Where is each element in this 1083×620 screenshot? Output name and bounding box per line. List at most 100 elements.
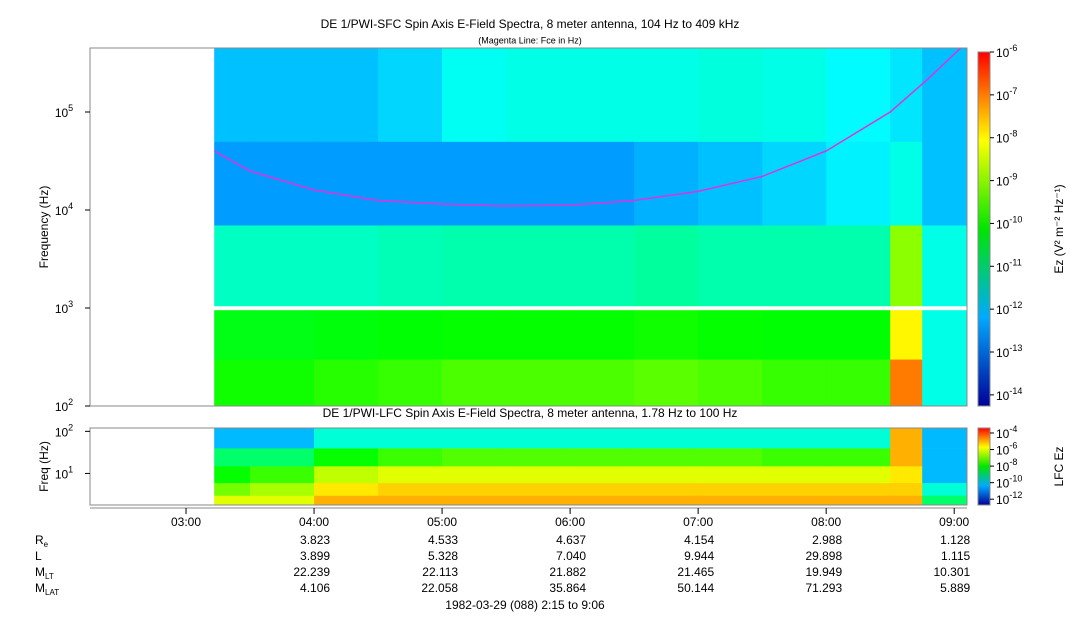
cell	[698, 495, 763, 505]
cell	[698, 466, 763, 484]
cell	[442, 448, 507, 467]
cell	[442, 495, 507, 505]
cell	[506, 141, 571, 226]
y-tick-label: 102	[55, 397, 73, 414]
cell	[762, 428, 827, 449]
cell	[378, 448, 443, 467]
cell	[314, 448, 379, 467]
y-tick-label-base: 10	[55, 106, 69, 120]
x-tick-label: 04:00	[299, 515, 329, 529]
x-tick-label: 06:00	[555, 515, 585, 529]
cell	[250, 225, 315, 307]
cell	[506, 428, 571, 449]
cell	[570, 428, 635, 449]
colorbar-tick-label-base: 10	[996, 427, 1010, 441]
cell	[570, 495, 635, 505]
cell	[506, 225, 571, 307]
ephemeris-value: 5.328	[428, 549, 458, 563]
colorbar-tick-label-power: -10	[1009, 474, 1022, 484]
cell	[250, 495, 315, 505]
y-tick-label-power: 5	[68, 103, 73, 113]
cell	[922, 428, 967, 449]
cell	[922, 141, 967, 226]
y-tick-label: 104	[55, 201, 73, 218]
cell	[570, 359, 635, 406]
cell	[922, 495, 967, 505]
colorbar-tick-label: 10-8	[996, 457, 1017, 474]
colorbar-tick-label-base: 10	[996, 460, 1010, 474]
y-tick-label-power: 2	[68, 423, 73, 433]
cell	[826, 141, 891, 226]
y-axis-label: Frequency (Hz)	[37, 186, 51, 269]
cell	[570, 141, 635, 226]
cell	[922, 448, 967, 467]
cell	[890, 141, 923, 226]
cell	[442, 359, 507, 406]
cell	[890, 359, 923, 406]
colorbar-tick-label-power: -8	[1009, 129, 1017, 139]
footer: 1982-03-29 (088) 2:15 to 9:06	[445, 598, 605, 612]
cell	[634, 495, 699, 505]
colorbar-tick-label: 10-12	[996, 301, 1022, 318]
colorbar-tick-label-power: -7	[1009, 86, 1017, 96]
ephemeris-value: 5.889	[940, 581, 970, 595]
ephemeris-label-sub: LAT	[45, 588, 59, 597]
colorbar-tick-label: 10-9	[996, 172, 1017, 189]
colorbar-tick-label: 10-7	[996, 86, 1017, 103]
ephemeris-label-base: R	[35, 533, 44, 547]
y-tick-label: 103	[55, 299, 73, 316]
cell	[378, 310, 443, 360]
cell	[214, 448, 251, 467]
colorbar-tick-label: 10-6	[996, 43, 1017, 60]
ephemeris-label: MLT	[35, 565, 54, 581]
cell	[214, 310, 251, 360]
cell	[214, 495, 251, 505]
colorbar-label: LFC Ez	[1052, 446, 1066, 486]
ephemeris-value: 1.128	[940, 533, 970, 547]
colorbar-tick-label-power: -11	[1009, 258, 1021, 268]
cell	[698, 48, 763, 142]
cell	[762, 48, 827, 142]
x-tick-label: 08:00	[811, 515, 841, 529]
cell	[378, 495, 443, 505]
colorbar	[977, 427, 991, 506]
cell	[214, 428, 251, 449]
cell	[922, 466, 967, 484]
cell	[826, 428, 891, 449]
ephemeris-value: 4.533	[428, 533, 458, 547]
colorbar-tick-label-power: -9	[1009, 172, 1017, 182]
cell	[634, 141, 699, 226]
colorbar-tick-label-power: -10	[1009, 215, 1022, 225]
ephemeris-value: 3.823	[300, 533, 330, 547]
colorbar-tick-label-base: 10	[996, 175, 1010, 189]
cell	[506, 310, 571, 360]
cell	[634, 48, 699, 142]
colorbar-tick-label: 10-4	[996, 424, 1017, 441]
cell	[314, 310, 379, 360]
cell	[314, 359, 379, 406]
cell	[506, 448, 571, 467]
cell	[250, 482, 315, 496]
cell	[442, 48, 507, 142]
y-tick-label-base: 10	[55, 302, 69, 316]
colorbar-tick-label-base: 10	[996, 218, 1010, 232]
cell	[890, 448, 923, 467]
y-tick-label-power: 1	[68, 465, 73, 475]
colorbar-tick-label-power: -14	[1009, 386, 1022, 396]
cell	[634, 466, 699, 484]
cell	[442, 310, 507, 360]
cell	[762, 482, 827, 496]
cell	[922, 310, 967, 360]
cell	[442, 141, 507, 226]
ephemeris-label-sub: e	[44, 540, 49, 549]
cell	[698, 428, 763, 449]
cell	[890, 225, 923, 307]
ephemeris-value: 35.864	[549, 581, 586, 595]
cell	[314, 495, 379, 505]
cell	[250, 310, 315, 360]
ephemeris-value: 4.637	[556, 533, 586, 547]
cell	[378, 359, 443, 406]
ephemeris-label-base: M	[35, 581, 45, 595]
colorbar-tick-label-power: -4	[1009, 424, 1017, 434]
